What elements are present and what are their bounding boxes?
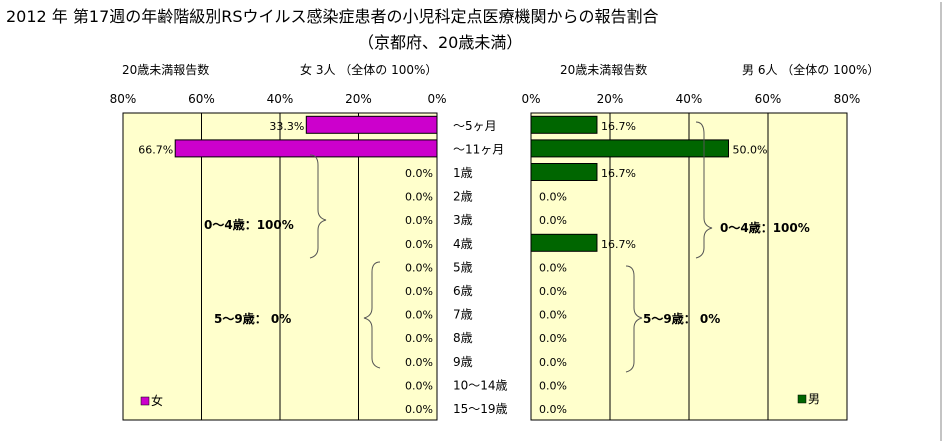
male-count-header-right: 男 6人 （全体の 100%） [742, 62, 879, 77]
female-value-label: 0.0% [405, 332, 433, 345]
male-value-label: 50.0% [733, 143, 768, 156]
female-value-label: 0.0% [405, 356, 433, 369]
category-label: 1歳 [453, 166, 473, 180]
legend-male-label: 男 [808, 392, 820, 406]
gridlines [201, 113, 769, 420]
category-label: 10～14歳 [453, 378, 508, 392]
male-value-label: 16.7% [601, 238, 636, 251]
female-value-label: 0.0% [405, 309, 433, 322]
male-value-label: 16.7% [601, 167, 636, 180]
legend-female-swatch [140, 396, 150, 406]
female-x-tick-label: 0% [427, 92, 446, 106]
male-value-label: 0.0% [539, 403, 567, 416]
male-value-label: 0.0% [539, 214, 567, 227]
female-value-label: 33.3% [269, 120, 304, 133]
male-value-label: 0.0% [539, 191, 567, 204]
male-x-tick-label: 60% [755, 92, 782, 106]
male-x-tick-label: 20% [597, 92, 624, 106]
female-x-tick-label: 20% [345, 92, 372, 106]
category-label: 6歳 [453, 284, 473, 298]
male-value-label: 0.0% [539, 285, 567, 298]
female-bracket-5-9 [363, 261, 381, 369]
male-bar [530, 115, 598, 134]
legend-female-label: 女 [151, 393, 163, 408]
chart-title: 2012 年 第17週の年齢階級別RSウイルス感染症患者の小児科定点医療機関から… [6, 7, 659, 26]
category-label: 2歳 [453, 190, 473, 204]
female-value-label: 0.0% [405, 167, 433, 180]
female-value-label: 0.0% [405, 285, 433, 298]
female-value-label: 0.0% [405, 403, 433, 416]
female-value-label: 0.0% [405, 261, 433, 274]
male-bar [530, 233, 598, 252]
category-label: 15～19歳 [453, 402, 508, 416]
male-x-tick-label: 40% [676, 92, 703, 106]
male-value-label: 0.0% [539, 261, 567, 274]
category-label: 4歳 [453, 237, 473, 251]
category-label: 7歳 [453, 308, 473, 322]
female-value-label: 66.7% [138, 143, 173, 156]
male-bracket-5-9 [625, 265, 643, 373]
female-count-header-right: 女 3人 （全体の 100%） [300, 62, 437, 77]
category-label: 3歳 [453, 213, 473, 227]
female-bracket-label-0-4: 0～4歳：100% [204, 217, 294, 232]
category-label: ～11ヶ月 [453, 142, 504, 156]
male-bracket-label-0-4: 0～4歳：100% [720, 220, 810, 235]
male-x-tick-label: 0% [521, 92, 540, 106]
male-value-label: 0.0% [539, 309, 567, 322]
female-bracket-0-4 [309, 154, 327, 259]
category-label: 8歳 [453, 331, 473, 345]
labels: 80% 60% 40% 20% 0% 0% 20% 40% 60% 80% ～5ヶ月 33.3% 16.… [110, 92, 861, 416]
male-value-label: 16.7% [601, 120, 636, 133]
male-value-label: 0.0% [539, 332, 567, 345]
category-label: ～5ヶ月 [453, 119, 497, 133]
male-bracket-0-4 [695, 121, 713, 259]
male-bar [530, 139, 729, 158]
female-bar [174, 139, 438, 158]
male-count-header-left: 20歳未満報告数 [560, 62, 647, 77]
female-x-tick-label: 60% [188, 92, 215, 106]
male-value-label: 0.0% [539, 379, 567, 392]
female-count-header-left: 20歳未満報告数 [122, 62, 209, 77]
female-value-label: 0.0% [405, 191, 433, 204]
legend-male-swatch [797, 394, 807, 404]
female-x-tick-label: 80% [110, 92, 137, 106]
male-value-label: 0.0% [539, 356, 567, 369]
category-label: 9歳 [453, 355, 473, 369]
male-bar [530, 163, 598, 181]
female-x-tick-label: 40% [267, 92, 294, 106]
category-label: 5歳 [453, 260, 473, 274]
female-value-label: 0.0% [405, 379, 433, 392]
female-value-label: 0.0% [405, 214, 433, 227]
female-bracket-label-5-9: 5～9歳： 0% [214, 311, 291, 326]
male-bracket-label-5-9: 5～9歳： 0% [643, 311, 720, 326]
male-x-tick-label: 80% [834, 92, 861, 106]
bars [174, 115, 729, 252]
chart-subtitle: （京都府、20歳未満） [358, 33, 522, 52]
female-value-label: 0.0% [405, 238, 433, 251]
female-bar [305, 115, 438, 134]
